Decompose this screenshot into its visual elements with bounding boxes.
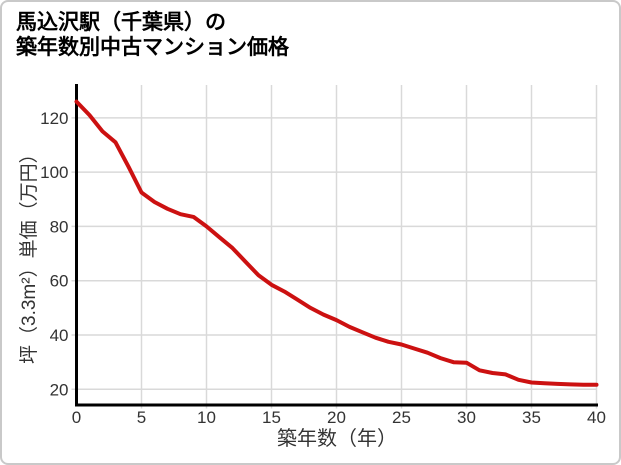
- y-tick-label: 20: [50, 380, 69, 399]
- x-axis-title: 築年数（年）: [277, 428, 397, 450]
- x-tick-label: 40: [587, 408, 606, 427]
- chart-title: 馬込沢駅（千葉県）の 築年数別中古マンション価格: [16, 10, 289, 60]
- x-tick-label: 35: [522, 408, 541, 427]
- y-axis-title: 坪（3.3m²）単価（万円）: [19, 144, 40, 364]
- price-line: [74, 99, 599, 387]
- x-tick-label: 30: [457, 408, 476, 427]
- x-tick-label: 25: [392, 408, 411, 427]
- y-tick-label: 100: [40, 163, 68, 182]
- y-tick-label: 120: [40, 109, 68, 128]
- chart-title-line2: 築年数別中古マンション価格: [16, 36, 289, 59]
- chart-title-line1: 馬込沢駅（千葉県）の: [16, 11, 226, 34]
- y-tick-label: 40: [50, 326, 69, 345]
- x-tick-label: 20: [327, 408, 346, 427]
- x-tick-label: 15: [262, 408, 281, 427]
- x-tick-label: 0: [72, 408, 81, 427]
- x-tick-label: 10: [197, 408, 216, 427]
- x-tick-label: 5: [137, 408, 146, 427]
- y-tick-label: 80: [50, 217, 69, 236]
- y-tick-label: 60: [50, 272, 69, 291]
